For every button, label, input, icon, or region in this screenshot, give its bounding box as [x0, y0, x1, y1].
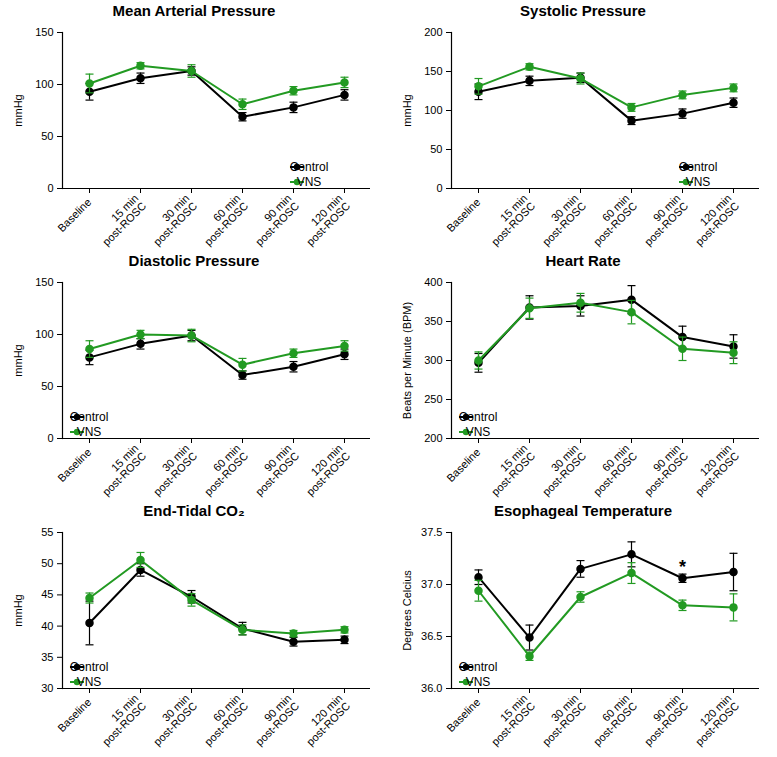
svg-text:40: 40: [41, 620, 53, 632]
svg-text:Control: Control: [459, 410, 498, 424]
svg-text:Baseline: Baseline: [55, 696, 93, 734]
svg-text:mmHg: mmHg: [12, 594, 24, 626]
svg-text:120 minpost-ROSC: 120 minpost-ROSC: [296, 192, 352, 248]
html-text:Heart Rate: Heart Rate: [545, 252, 621, 269]
svg-text:VNS: VNS: [297, 175, 322, 189]
svg-text:VNS: VNS: [466, 675, 491, 689]
svg-text:Control: Control: [459, 660, 498, 674]
svg-text:36.0: 36.0: [421, 682, 442, 694]
html-text:Mean Arterial Pressure: Mean Arterial Pressure: [112, 2, 276, 19]
svg-text:0: 0: [47, 182, 53, 194]
svg-text:15 minpost-ROSC: 15 minpost-ROSC: [481, 192, 537, 248]
svg-text:37.0: 37.0: [421, 578, 442, 590]
svg-text:150: 150: [424, 65, 442, 77]
svg-text:100: 100: [424, 104, 442, 116]
svg-text:15 minpost-ROSC: 15 minpost-ROSC: [92, 692, 148, 748]
svg-text:50: 50: [41, 380, 53, 392]
svg-text:0: 0: [47, 432, 53, 444]
svg-text:50: 50: [41, 130, 53, 142]
svg-text:100: 100: [35, 78, 53, 90]
html-text:Systolic Pressure: Systolic Pressure: [520, 2, 646, 19]
svg-text:120 minpost-ROSC: 120 minpost-ROSC: [685, 442, 741, 498]
svg-text:15 minpost-ROSC: 15 minpost-ROSC: [481, 692, 537, 748]
svg-text:300: 300: [424, 354, 442, 366]
svg-text:45: 45: [41, 588, 53, 600]
svg-text:30 minpost-ROSC: 30 minpost-ROSC: [143, 442, 199, 498]
svg-text:VNS: VNS: [466, 425, 491, 439]
svg-text:36.5: 36.5: [421, 630, 442, 642]
svg-text:Baseline: Baseline: [55, 446, 93, 484]
svg-text:90 minpost-ROSC: 90 minpost-ROSC: [634, 192, 690, 248]
svg-text:15 minpost-ROSC: 15 minpost-ROSC: [92, 442, 148, 498]
svg-text:150: 150: [35, 276, 53, 288]
svg-text:60 minpost-ROSC: 60 minpost-ROSC: [583, 442, 639, 498]
svg-text:Beats per Minute (BPM): Beats per Minute (BPM): [401, 302, 413, 419]
svg-text:90 minpost-ROSC: 90 minpost-ROSC: [634, 692, 690, 748]
svg-text:60 minpost-ROSC: 60 minpost-ROSC: [194, 442, 250, 498]
svg-text:90 minpost-ROSC: 90 minpost-ROSC: [245, 192, 301, 248]
svg-text:200: 200: [424, 432, 442, 444]
svg-text:30 minpost-ROSC: 30 minpost-ROSC: [532, 192, 588, 248]
svg-text:350: 350: [424, 315, 442, 327]
svg-text:Baseline: Baseline: [444, 446, 482, 484]
svg-text:0: 0: [436, 182, 442, 194]
svg-text:30: 30: [41, 682, 53, 694]
svg-text:30 minpost-ROSC: 30 minpost-ROSC: [143, 192, 199, 248]
svg-text:mmHg: mmHg: [12, 344, 24, 376]
svg-text:120 minpost-ROSC: 120 minpost-ROSC: [685, 692, 741, 748]
svg-text:120 minpost-ROSC: 120 minpost-ROSC: [685, 192, 741, 248]
svg-text:mmHg: mmHg: [401, 94, 413, 126]
svg-text:15 minpost-ROSC: 15 minpost-ROSC: [92, 192, 148, 248]
svg-text:55: 55: [41, 526, 53, 538]
svg-text:100: 100: [35, 328, 53, 340]
svg-text:Baseline: Baseline: [55, 196, 93, 234]
svg-text:90 minpost-ROSC: 90 minpost-ROSC: [245, 442, 301, 498]
svg-text:Degrees Celcius: Degrees Celcius: [401, 570, 413, 651]
svg-text:250: 250: [424, 393, 442, 405]
svg-text:37.5: 37.5: [421, 526, 442, 538]
svg-text:60 minpost-ROSC: 60 minpost-ROSC: [194, 692, 250, 748]
svg-text:*: *: [679, 557, 686, 577]
svg-text:60 minpost-ROSC: 60 minpost-ROSC: [194, 192, 250, 248]
svg-text:60 minpost-ROSC: 60 minpost-ROSC: [583, 692, 639, 748]
svg-text:VNS: VNS: [77, 425, 102, 439]
svg-text:15 minpost-ROSC: 15 minpost-ROSC: [481, 442, 537, 498]
svg-text:50: 50: [430, 143, 442, 155]
html-text:End-Tidal CO₂: End-Tidal CO₂: [143, 502, 245, 519]
svg-text:150: 150: [35, 26, 53, 38]
svg-text:35: 35: [41, 651, 53, 663]
svg-text:200: 200: [424, 26, 442, 38]
svg-text:VNS: VNS: [77, 675, 102, 689]
svg-text:30 minpost-ROSC: 30 minpost-ROSC: [532, 692, 588, 748]
svg-text:50: 50: [41, 557, 53, 569]
html-text:Esophageal Temperature: Esophageal Temperature: [493, 502, 673, 519]
svg-text:120 minpost-ROSC: 120 minpost-ROSC: [296, 442, 352, 498]
svg-text:30 minpost-ROSC: 30 minpost-ROSC: [143, 692, 199, 748]
svg-text:Control: Control: [70, 660, 109, 674]
svg-text:400: 400: [424, 276, 442, 288]
svg-text:90 minpost-ROSC: 90 minpost-ROSC: [245, 692, 301, 748]
html-text:Diastolic Pressure: Diastolic Pressure: [128, 252, 260, 269]
svg-text:Baseline: Baseline: [444, 696, 482, 734]
svg-text:90 minpost-ROSC: 90 minpost-ROSC: [634, 442, 690, 498]
svg-text:Control: Control: [290, 160, 329, 174]
svg-text:Baseline: Baseline: [444, 196, 482, 234]
svg-text:VNS: VNS: [686, 175, 711, 189]
svg-text:mmHg: mmHg: [12, 94, 24, 126]
svg-text:Control: Control: [679, 160, 718, 174]
svg-text:120 minpost-ROSC: 120 minpost-ROSC: [296, 692, 352, 748]
svg-text:30 minpost-ROSC: 30 minpost-ROSC: [532, 442, 588, 498]
svg-text:Control: Control: [70, 410, 109, 424]
svg-text:60 minpost-ROSC: 60 minpost-ROSC: [583, 192, 639, 248]
